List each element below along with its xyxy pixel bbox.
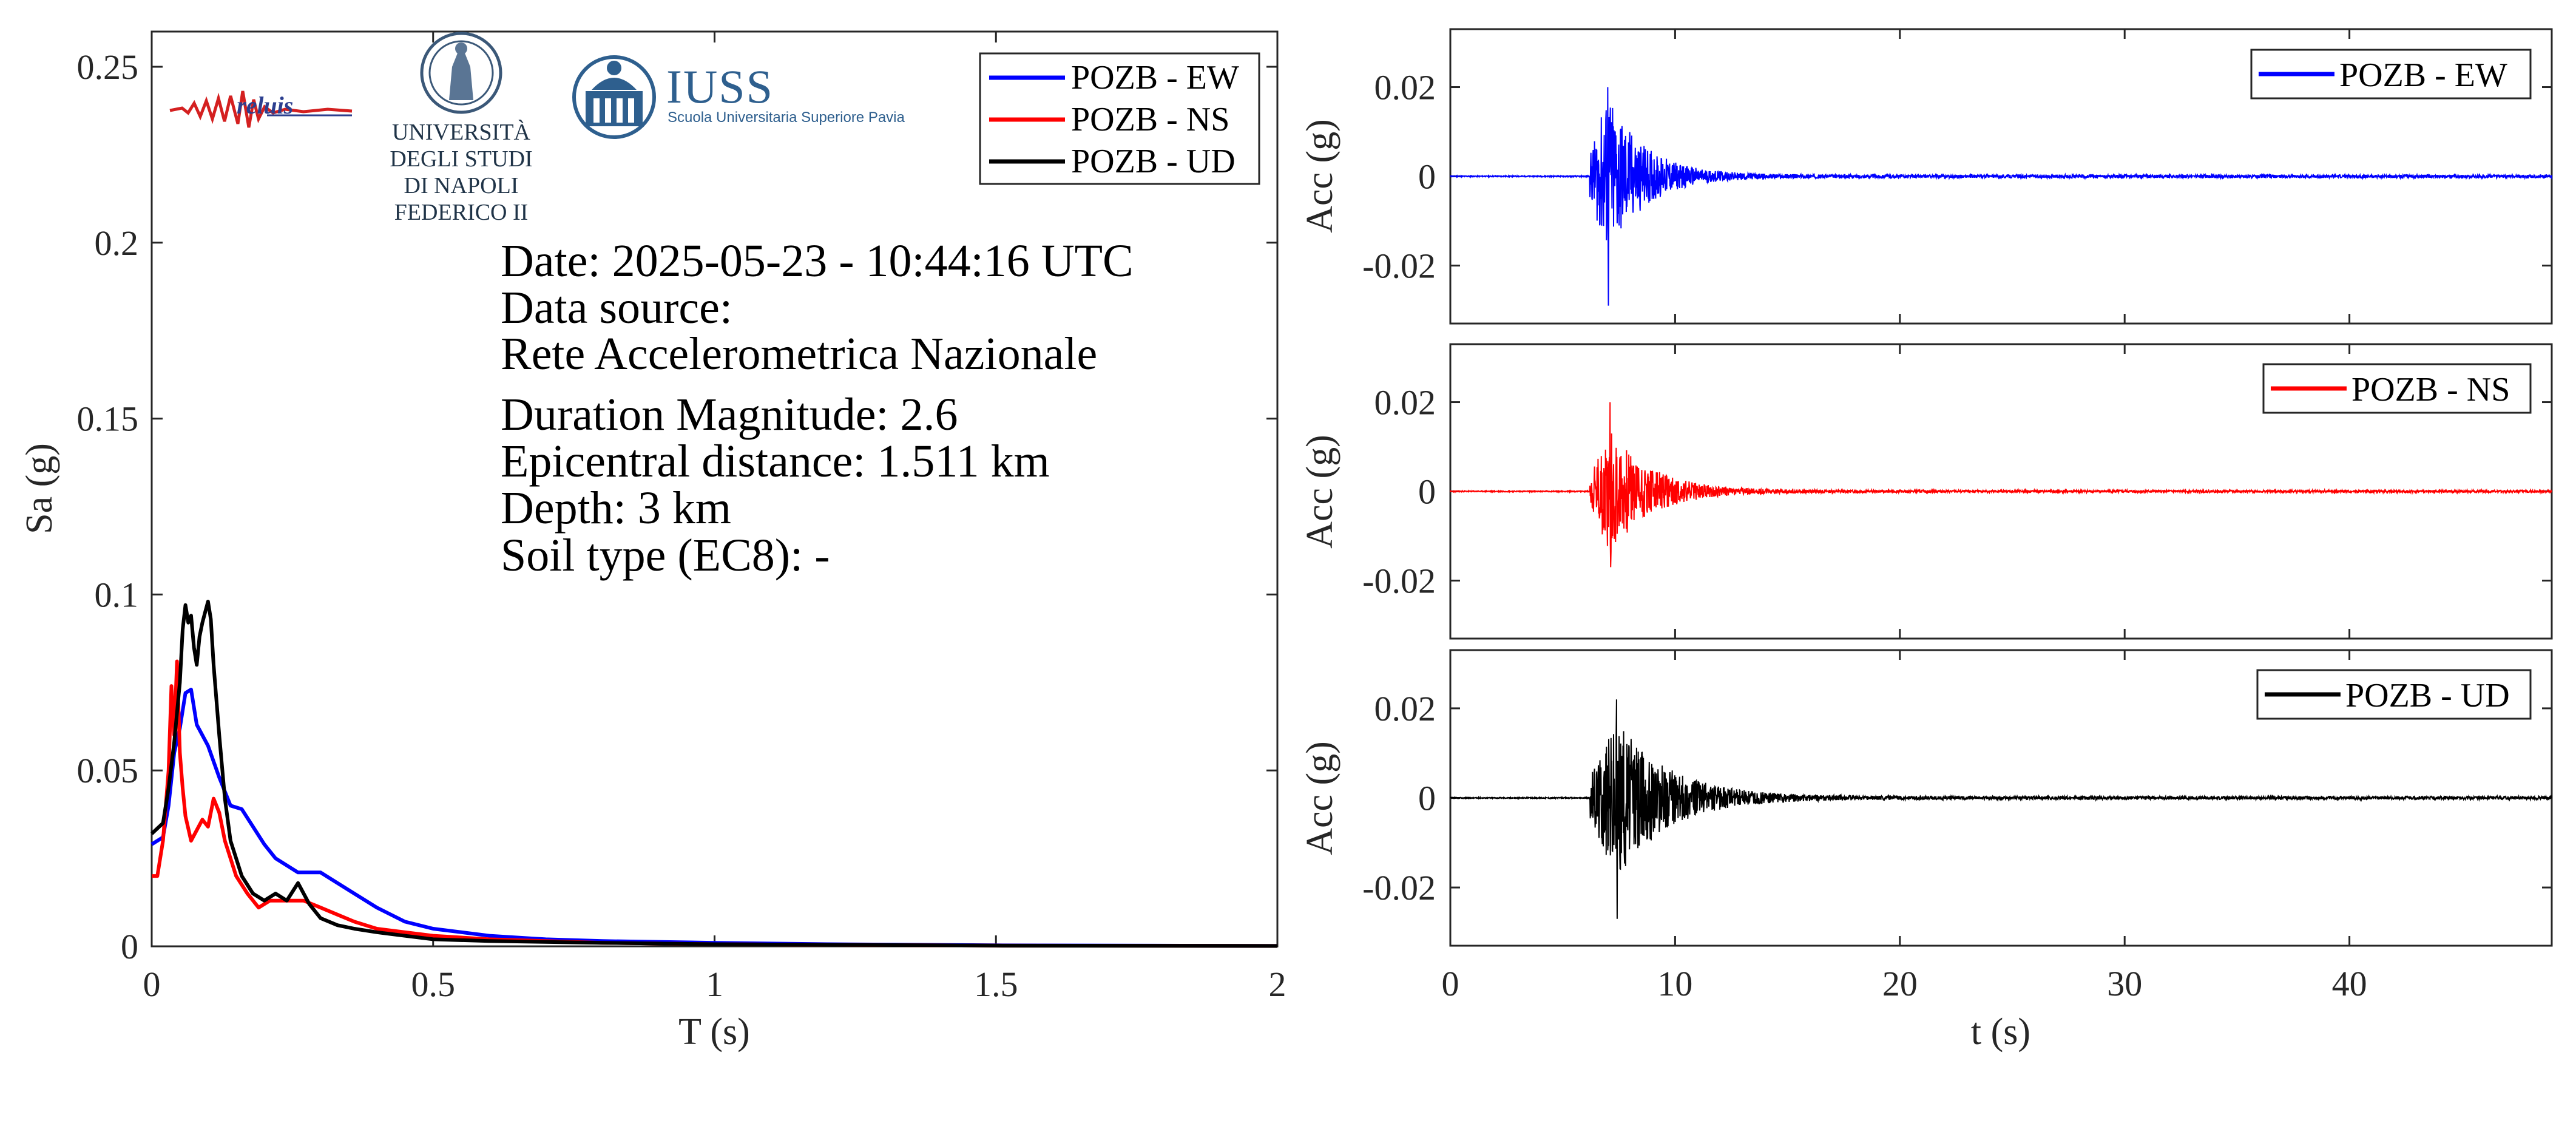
- ud-panel: -0.02 0 0.02 0 10 20 30 40 Acc (g) t (s) POZB -…: [1299, 649, 2553, 1053]
- spectrum-ytick-label: 0.25: [77, 47, 139, 87]
- ns-ytick-label: 0: [1418, 472, 1436, 512]
- ns-ytick-label: 0.02: [1374, 383, 1436, 422]
- ud-ytick-label: 0: [1418, 779, 1436, 818]
- spectrum-xtick-label: 0: [143, 965, 161, 1004]
- spectrum-ytick-label: 0.05: [77, 751, 139, 790]
- ud-legend: POZB - UD: [2256, 669, 2532, 720]
- spectrum-xlabel: T (s): [678, 1011, 750, 1053]
- ns-ylabel: Acc (g): [1299, 435, 1340, 549]
- info-date: Date: 2025-05-23 - 10:44:16 UTC: [501, 236, 1134, 287]
- ew-legend: POZB - EW: [2250, 49, 2532, 100]
- ew-ytick-label: 0: [1418, 157, 1436, 197]
- spectrum-panel: 0 0.5 1 1.5 2 0 0.05 0.1 0.15 0.2 0.25 T (s) Sa (g…: [19, 30, 1286, 1053]
- unina-seal-icon: [420, 32, 502, 114]
- spectrum-line-ud: [150, 600, 1278, 948]
- unina-line-2: DI NAPOLI FEDERICO II: [394, 173, 529, 225]
- spectrum-xtick-label: 0.5: [411, 965, 456, 1004]
- spectrum-legend: POZB - EW POZB - NS POZB - UD: [979, 52, 1260, 185]
- ns-trace-line: [1450, 402, 2552, 568]
- ud-trace-line: [1450, 699, 2552, 919]
- spectrum-xtick-label: 1.5: [974, 965, 1018, 1004]
- spectrum-xtick-label: 2: [1269, 965, 1286, 1004]
- ew-ylabel: Acc (g): [1299, 119, 1340, 233]
- iuss-logo-title: IUSS: [666, 60, 774, 113]
- reluis-logo-text: reluis: [237, 92, 294, 119]
- event-info: Date: 2025-05-23 - 10:44:16 UTC Data sou…: [501, 236, 1134, 581]
- ns-ytick-label: -0.02: [1362, 561, 1436, 600]
- time-xlabel: t (s): [1971, 1011, 2030, 1053]
- ns-legend: POZB - NS: [2262, 363, 2532, 414]
- spectrum-ytick-label: 0: [121, 927, 138, 966]
- spectrum-ylabel: Sa (g): [19, 443, 60, 534]
- spectrum-series: [150, 600, 1278, 948]
- ud-ylabel: Acc (g): [1299, 741, 1340, 855]
- spectrum-ytick-label: 0.15: [77, 399, 139, 439]
- reluis-wave-icon: [169, 90, 353, 128]
- ns-trace: [1450, 402, 2552, 568]
- info-source-label: Data source:: [501, 282, 732, 333]
- ud-ticks: -0.02 0 0.02 0 10 20 30 40: [1362, 650, 2552, 1003]
- spectrum-ytick-label: 0.2: [95, 223, 139, 263]
- ud-ytick-label: -0.02: [1362, 868, 1436, 907]
- spectrum-line-ns: [152, 659, 1278, 948]
- ns-ticks: -0.02 0 0.02: [1362, 344, 2552, 639]
- ud-trace: [1450, 699, 2552, 919]
- ud-xtick-label: 0: [1442, 964, 1459, 1003]
- info-depth: Depth: 3 km: [501, 483, 731, 534]
- ud-xtick-label: 40: [2332, 964, 2367, 1003]
- info-magnitude: Duration Magnitude: 2.6: [501, 389, 958, 440]
- legend-label-ns: POZB - NS: [1071, 101, 1229, 138]
- reluis-logo: [169, 90, 353, 128]
- ew-panel: -0.02 0 0.02 Acc (g) POZB - EW: [1299, 28, 2553, 325]
- ew-ytick-label: 0.02: [1374, 68, 1436, 107]
- ud-ytick-label: 0.02: [1374, 689, 1436, 728]
- info-soil: Soil type (EC8): -: [501, 530, 830, 581]
- spectrum-ticks: 0 0.5 1 1.5 2 0 0.05 0.1 0.15 0.2 0.25: [77, 32, 1286, 1004]
- legend-label-ew: POZB - EW: [1071, 59, 1239, 97]
- iuss-logo-subtitle: Scuola Universitaria Superiore Pavia: [668, 109, 905, 126]
- unina-logo-text: UNIVERSITÀ DEGLI STUDI DI NAPOLI FEDERIC…: [370, 119, 552, 226]
- ns-panel: -0.02 0 0.02 Acc (g) POZB - NS: [1299, 343, 2553, 640]
- iuss-emblem-icon: [572, 55, 656, 139]
- legend-label-ud: POZB - UD: [1071, 143, 1236, 180]
- ew-trace-line: [1450, 87, 2552, 306]
- ud-xtick-label: 20: [1882, 964, 1918, 1003]
- info-distance: Epicentral distance: 1.511 km: [501, 436, 1050, 487]
- spectrum-ytick-label: 0.1: [95, 575, 139, 614]
- ud-xtick-label: 10: [1657, 964, 1692, 1003]
- ud-xtick-label: 30: [2107, 964, 2142, 1003]
- unina-line-1: UNIVERSITÀ DEGLI STUDI: [390, 120, 533, 172]
- ew-trace: [1450, 87, 2552, 306]
- ud-legend-label: POZB - UD: [2345, 677, 2510, 714]
- ew-legend-label: POZB - EW: [2339, 56, 2507, 94]
- ew-ticks: -0.02 0 0.02: [1362, 29, 2552, 324]
- info-source-value: Rete Accelerometrica Nazionale: [501, 328, 1097, 379]
- ew-ytick-label: -0.02: [1362, 246, 1436, 285]
- spectrum-xtick-label: 1: [706, 965, 723, 1004]
- ns-legend-label: POZB - NS: [2351, 371, 2510, 409]
